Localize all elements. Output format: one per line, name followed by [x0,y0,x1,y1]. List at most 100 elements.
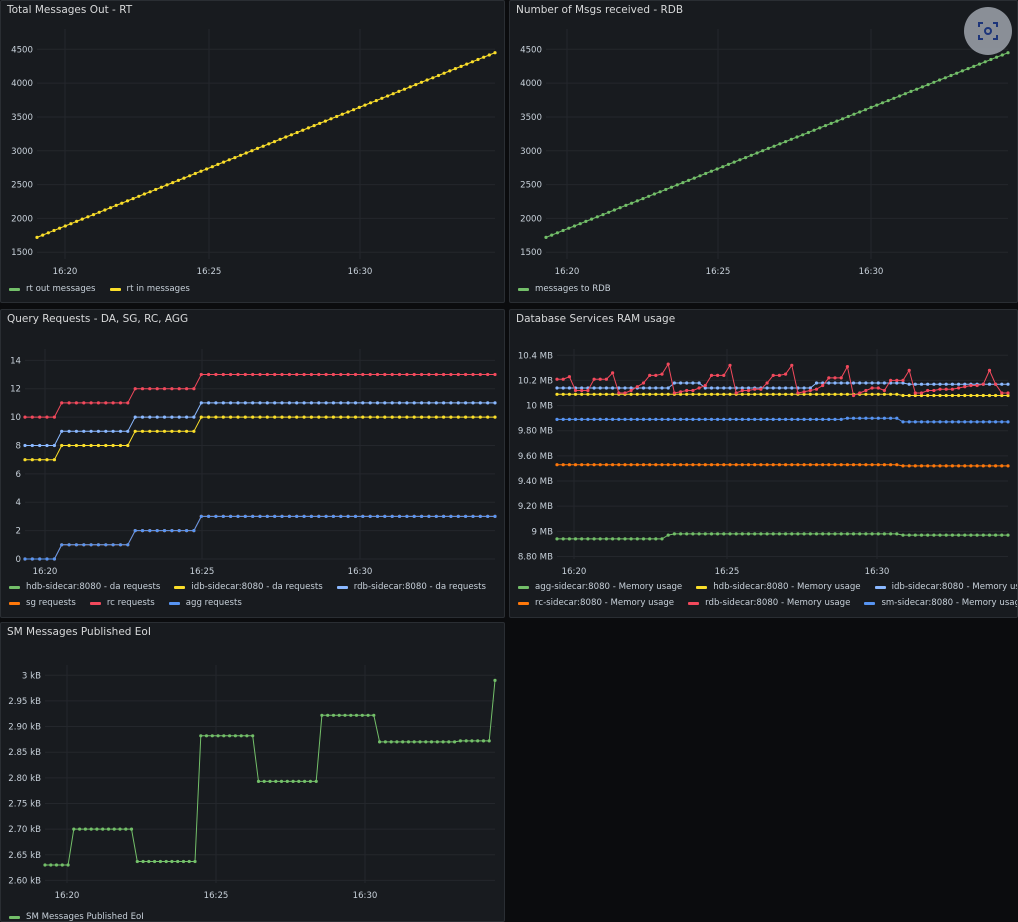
data-point [380,96,384,100]
data-point [555,386,559,390]
data-point [607,210,611,214]
data-point [52,415,57,419]
legend-item[interactable]: SM Messages Published EoI [9,912,144,922]
data-point [302,415,306,419]
legend-item[interactable]: hdb-sidecar:8080 - Memory usage [696,582,861,592]
x-tick-label: 16:30 [865,567,890,577]
data-point [573,417,578,421]
data-point [675,183,679,187]
panel-title[interactable]: Database Services RAM usage [516,313,676,325]
data-point [1000,53,1004,57]
data-point [267,142,271,146]
data-point [456,372,460,377]
legend: hdb-sidecar:8080 - da requests idb-sideca… [9,579,486,611]
data-point [199,401,203,405]
data-point [243,514,247,518]
data-point [790,532,794,536]
data-point [578,222,582,226]
data-point [361,514,365,518]
data-point [919,391,924,395]
data-point [870,386,874,390]
data-point [882,381,886,385]
data-point [629,392,633,396]
data-point [889,532,893,536]
data-point [470,739,474,743]
panel-title[interactable]: SM Messages Published EoI [7,626,151,638]
legend-item[interactable]: rt out messages [9,284,96,294]
data-point [320,713,324,717]
legend-item[interactable]: messages to RDB [518,284,611,294]
panel-title[interactable]: Query Requests - DA, SG, RC, AGG [7,313,189,325]
data-point [716,532,720,536]
legend-item[interactable]: agg requests [168,598,242,608]
data-point [317,514,321,518]
data-point [401,740,405,744]
screen-capture-button[interactable] [964,7,1012,55]
legend-item[interactable]: sg requests [9,598,76,608]
data-point [199,372,203,377]
data-point [442,71,446,75]
data-point [738,158,742,162]
data-point [89,543,93,547]
data-point [52,557,57,561]
legend-item[interactable]: rt in messages [109,284,190,294]
data-point [898,94,902,98]
legend-label: SM Messages Published EoI [26,912,144,922]
data-point [346,415,350,419]
legend-item[interactable]: idb-sidecar:8080 - da requests [174,582,323,592]
data-point [453,67,457,71]
data-point [346,401,350,405]
data-point [429,740,434,744]
data-point [802,386,806,390]
legend-item[interactable]: agg-sidecar:8080 - Memory usage [518,582,682,592]
data-point [753,392,757,396]
data-point [368,415,372,419]
y-tick-label: 8.80 MB [518,552,553,562]
data-point [975,383,979,388]
data-point [236,401,240,405]
data-point [957,393,961,398]
data-point [456,401,460,405]
data-point [876,386,880,390]
data-point [666,362,670,366]
data-point [919,533,924,537]
data-point [963,385,967,389]
data-point [23,443,27,448]
legend-item[interactable]: rc requests [89,598,155,608]
data-point [703,386,707,390]
panel-title[interactable]: Number of Msgs received - RDB [516,4,684,16]
data-point [697,386,701,390]
panel-title[interactable]: Total Messages Out - RT [7,4,133,16]
data-point [823,124,828,128]
y-tick-label: 9.40 MB [518,477,553,487]
data-point [726,162,731,166]
data-point [771,417,775,421]
data-point [405,401,409,405]
data-point [329,117,333,121]
data-point [845,381,849,385]
data-point [478,401,482,405]
legend-item[interactable]: rc-sidecar:8080 - Memory usage [518,598,674,608]
chart-msgs-received: 1500 2000 2500 3000 3500 4000 4500 16:20 16:25 16… [520,29,1010,277]
data-point [814,387,819,391]
data-point [660,386,664,390]
data-point [335,114,339,119]
data-point [981,533,985,537]
data-point [418,740,422,744]
data-point [447,740,451,744]
data-point [323,119,327,123]
series-line [557,362,1008,397]
data-point [629,463,633,467]
data-point [814,532,819,536]
data-point [839,532,843,536]
data-point [412,740,416,744]
legend-item[interactable]: sm-sidecar:8080 - Memory usage [864,598,1017,608]
data-point [685,381,689,385]
legend-item[interactable]: rdb-sidecar:8080 - da requests [336,582,486,592]
y-tick-label: 8 [16,441,21,451]
legend-item[interactable]: idb-sidecar:8080 - Memory usage [874,582,1017,592]
data-point [185,387,189,391]
legend-item[interactable]: hdb-sidecar:8080 - da requests [9,582,160,592]
legend-item[interactable]: rdb-sidecar:8080 - Memory usage [688,598,850,608]
data-point [353,514,358,518]
